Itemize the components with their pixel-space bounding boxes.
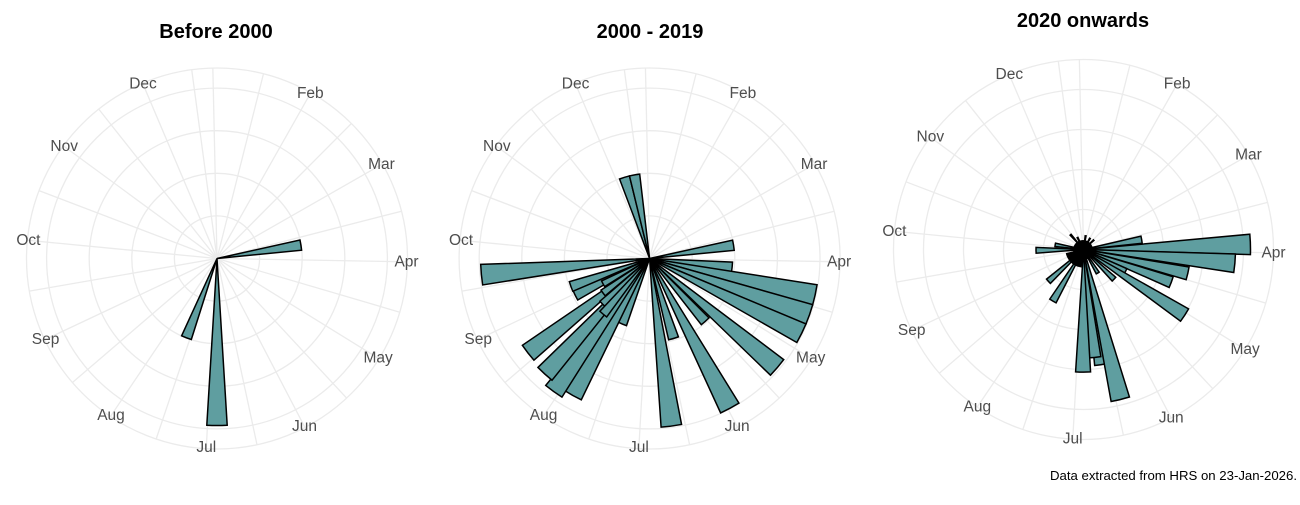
svg-text:Sep: Sep: [32, 331, 60, 348]
svg-text:2000 - 2019: 2000 - 2019: [597, 21, 704, 43]
svg-text:Oct: Oct: [449, 232, 474, 249]
svg-text:May: May: [363, 350, 393, 367]
svg-text:Oct: Oct: [882, 223, 907, 240]
svg-text:Sep: Sep: [898, 322, 926, 339]
svg-text:Jul: Jul: [196, 439, 216, 456]
svg-text:Feb: Feb: [1164, 76, 1191, 93]
svg-text:Mar: Mar: [1235, 147, 1262, 164]
svg-text:Before 2000: Before 2000: [159, 21, 272, 43]
svg-text:Mar: Mar: [801, 156, 828, 173]
svg-text:Aug: Aug: [97, 407, 125, 424]
svg-text:Mar: Mar: [368, 156, 395, 173]
svg-text:Oct: Oct: [16, 232, 41, 249]
svg-text:Jun: Jun: [292, 418, 317, 435]
svg-text:Nov: Nov: [917, 129, 945, 146]
svg-text:Feb: Feb: [297, 85, 324, 102]
svg-text:Nov: Nov: [483, 138, 511, 155]
svg-text:May: May: [796, 350, 826, 367]
svg-text:Apr: Apr: [394, 253, 418, 270]
svg-text:Apr: Apr: [827, 253, 851, 270]
svg-text:Jul: Jul: [1063, 431, 1083, 448]
svg-text:Dec: Dec: [562, 76, 590, 93]
svg-text:2020 onwards: 2020 onwards: [1017, 10, 1149, 32]
svg-text:Sep: Sep: [464, 331, 492, 348]
svg-text:Jun: Jun: [1159, 410, 1184, 427]
svg-text:Jul: Jul: [629, 439, 649, 456]
svg-text:Feb: Feb: [730, 85, 757, 102]
svg-text:Data extracted from HRS on 23-: Data extracted from HRS on 23-Jan-2026.: [1050, 468, 1297, 483]
svg-text:Dec: Dec: [996, 66, 1024, 83]
svg-text:Nov: Nov: [50, 138, 78, 155]
svg-text:Aug: Aug: [964, 399, 992, 416]
svg-text:Dec: Dec: [129, 76, 157, 93]
svg-text:Aug: Aug: [530, 407, 558, 424]
svg-text:Apr: Apr: [1261, 244, 1285, 261]
svg-text:Jun: Jun: [725, 418, 750, 435]
svg-text:May: May: [1230, 341, 1260, 358]
